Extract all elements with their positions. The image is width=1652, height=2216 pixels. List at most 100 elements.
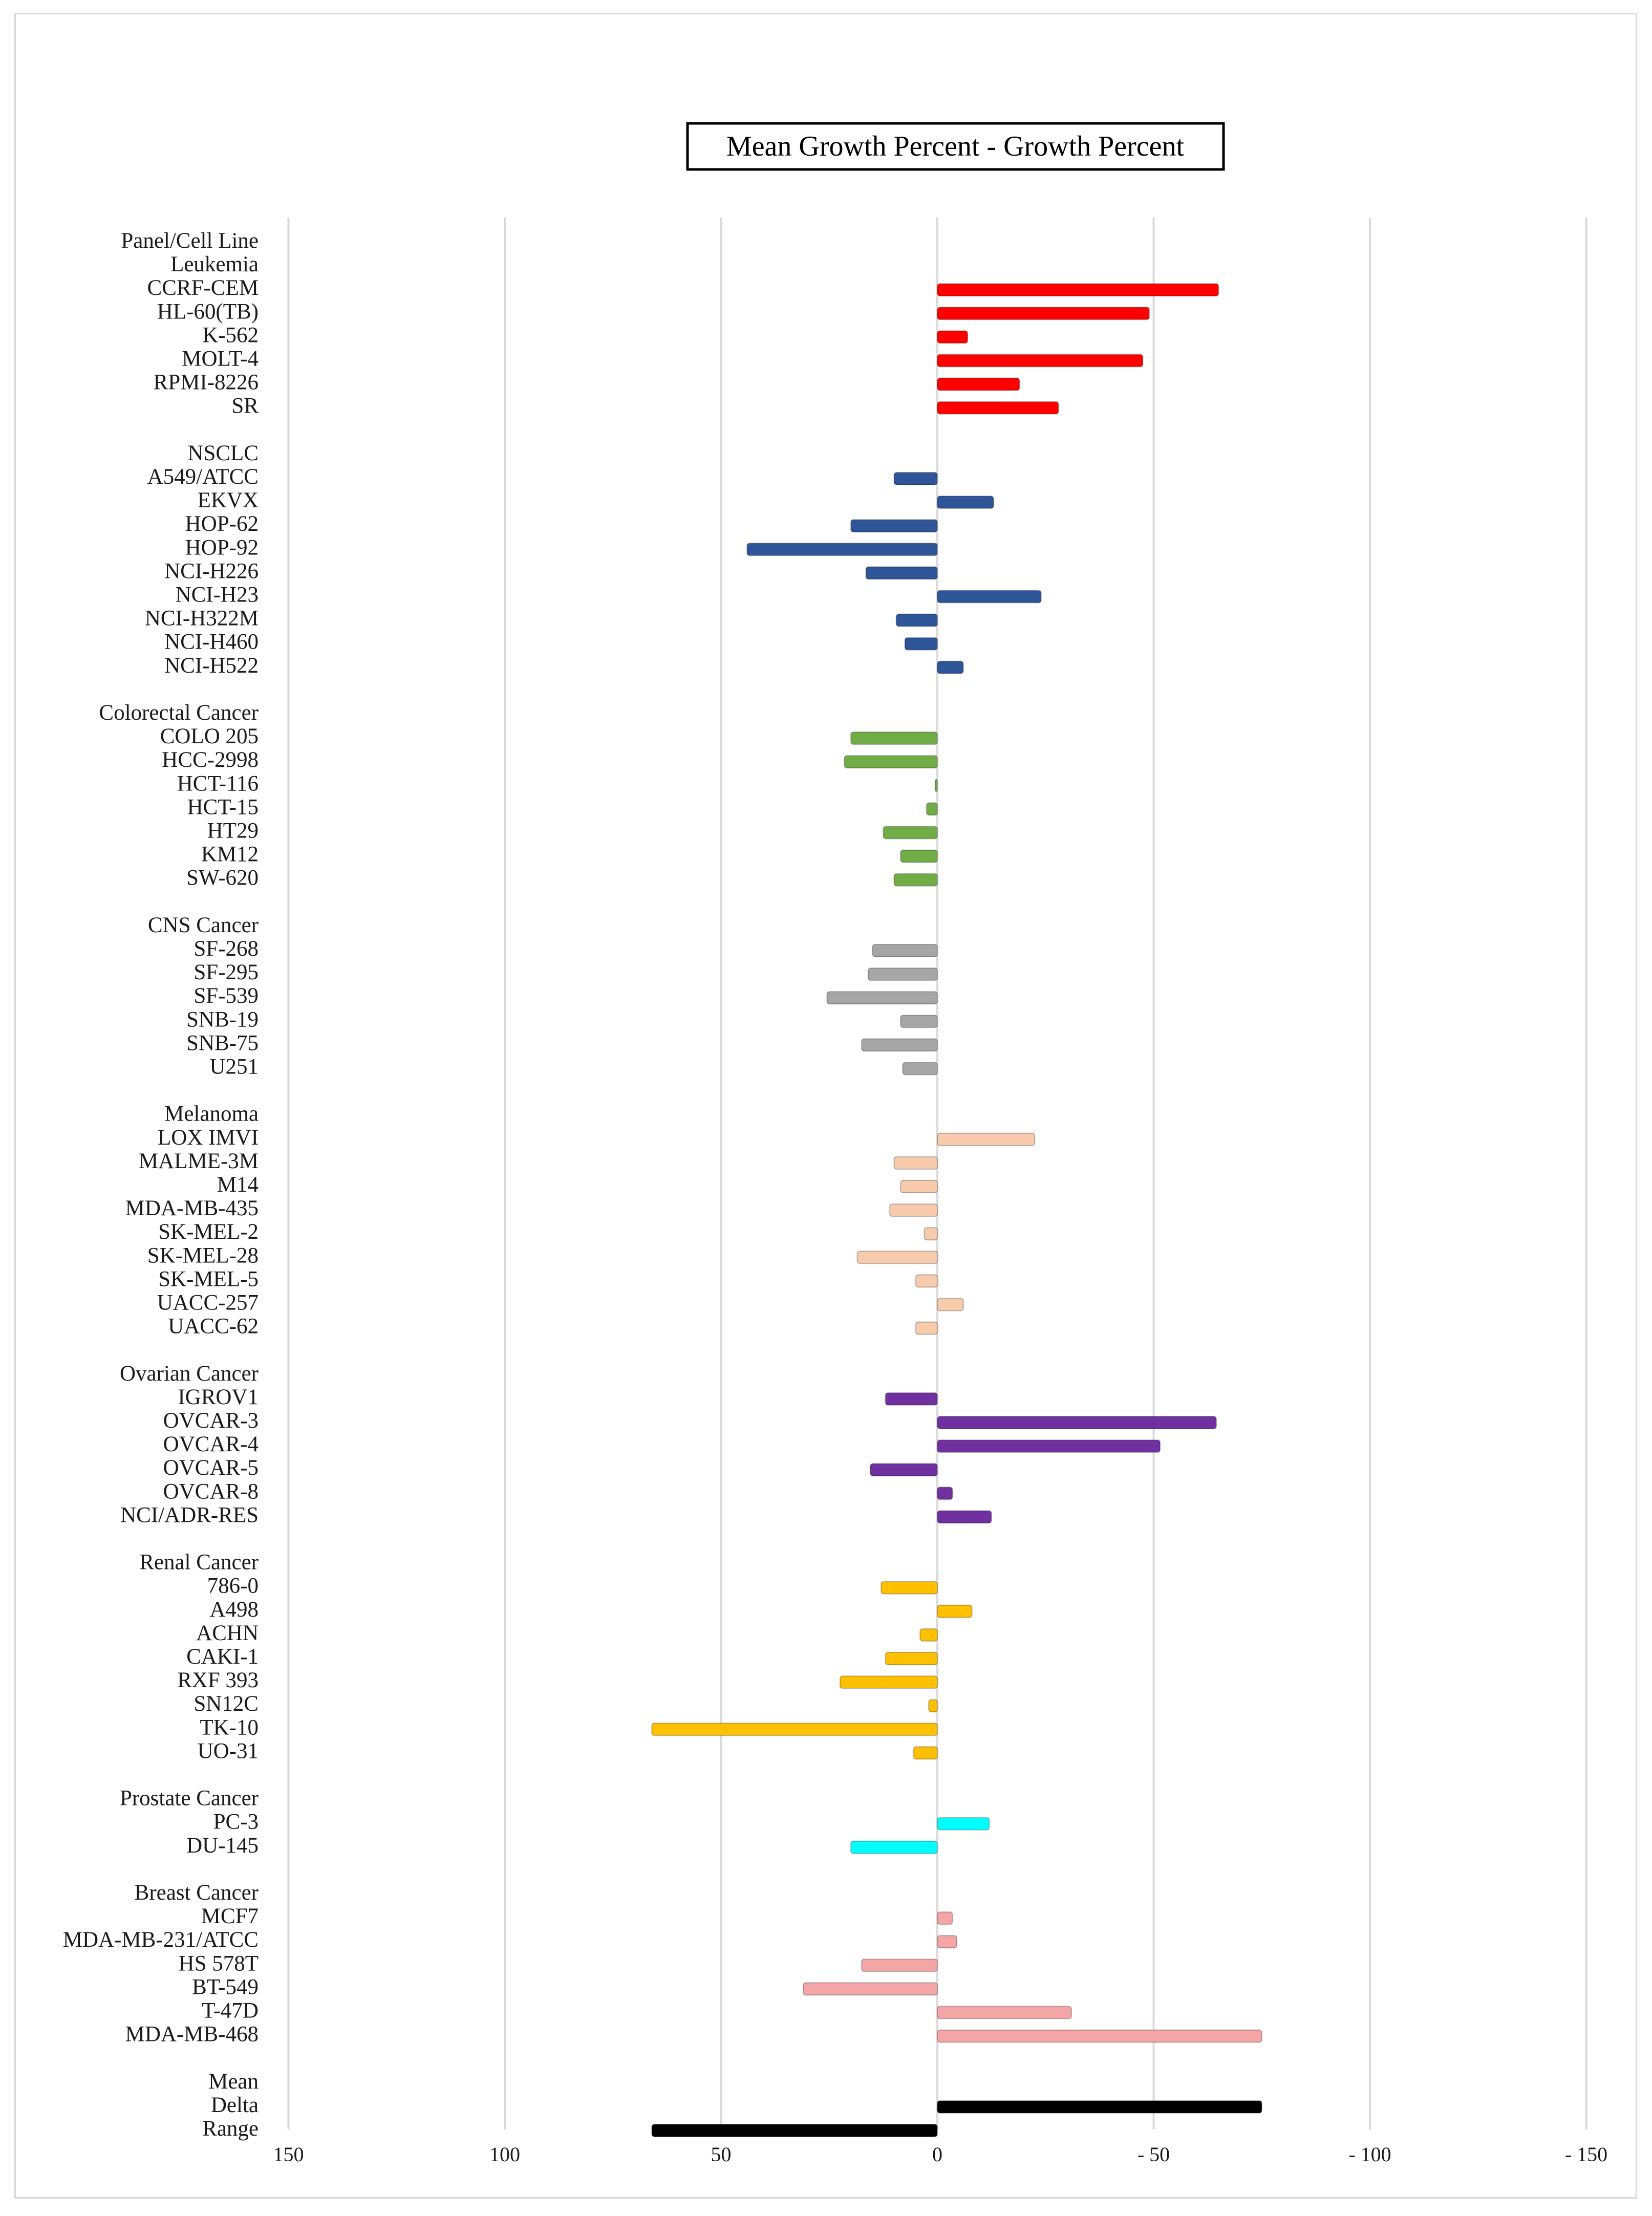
cell-line-label: NCI-H23 xyxy=(176,583,259,607)
cell-line-label: ACHN xyxy=(196,1621,259,1645)
bar xyxy=(861,1038,938,1052)
cell-line-label: HCT-15 xyxy=(187,795,259,819)
cell-line-label: OVCAR-5 xyxy=(163,1456,259,1480)
title-box xyxy=(686,122,1225,171)
header-label: Panel/Cell Line xyxy=(121,229,259,253)
x-tick-label: - 100 xyxy=(1348,2143,1391,2166)
cell-line-label: SNB-19 xyxy=(186,1007,259,1031)
cell-line-label: SR xyxy=(231,394,259,418)
cell-line-label: HL-60(TB) xyxy=(157,299,259,324)
bar xyxy=(937,590,1042,604)
cell-line-label: SK-MEL-28 xyxy=(147,1243,259,1267)
summary-label: Mean xyxy=(208,2070,259,2094)
bar xyxy=(937,283,1219,297)
bar xyxy=(867,967,938,981)
cell-line-label: A498 xyxy=(209,1598,259,1622)
cell-line-label: MDA-MB-468 xyxy=(125,2023,259,2047)
bar xyxy=(746,543,938,556)
cell-line-label: DU-145 xyxy=(186,1834,259,1858)
bar xyxy=(861,1959,938,1972)
bar xyxy=(889,1203,938,1217)
bar xyxy=(937,660,964,674)
x-tick-label: 50 xyxy=(711,2143,732,2166)
cell-line-label: HS 578T xyxy=(179,1951,259,1975)
cell-line-label: MCF7 xyxy=(201,1904,259,1928)
panel-label: NSCLC xyxy=(187,441,259,465)
bar xyxy=(902,1062,938,1075)
x-tick-label: 150 xyxy=(273,2143,304,2166)
bar xyxy=(893,472,938,485)
bar xyxy=(937,2100,1262,2114)
bar xyxy=(651,2124,938,2137)
bar xyxy=(900,849,938,863)
cell-line-label: SW-620 xyxy=(186,866,259,890)
cell-line-label: SF-268 xyxy=(194,937,259,961)
bar xyxy=(937,401,1059,415)
summary-label: Range xyxy=(202,2117,259,2141)
bar xyxy=(937,1817,990,1831)
title-text: Mean Growth Percent - Growth Percent xyxy=(726,131,1185,162)
bar xyxy=(937,1298,964,1311)
bar xyxy=(915,1274,938,1288)
cell-line-label: OVCAR-8 xyxy=(163,1479,259,1503)
cell-line-label: NCI-H460 xyxy=(164,630,259,654)
bar xyxy=(913,1746,938,1760)
cell-line-label: NCI-H322M xyxy=(145,607,259,631)
bar xyxy=(839,1675,938,1689)
cell-line-label: HOP-62 xyxy=(185,512,259,536)
bar xyxy=(915,1321,938,1335)
bar xyxy=(937,1911,953,1925)
bar xyxy=(856,1251,938,1264)
panel-label: Renal Cancer xyxy=(139,1551,259,1575)
cell-line-label: CAKI-1 xyxy=(186,1645,259,1669)
panel-label: Ovarian Cancer xyxy=(120,1362,259,1386)
bar xyxy=(872,944,938,957)
panel-label: CNS Cancer xyxy=(148,913,259,937)
bar xyxy=(865,566,938,580)
cell-line-label: OVCAR-4 xyxy=(163,1432,259,1456)
cell-line-label: IGROV1 xyxy=(178,1385,259,1409)
summary-label: Delta xyxy=(211,2093,259,2117)
bar xyxy=(937,330,969,344)
cell-line-label: COLO 205 xyxy=(160,724,259,748)
bar xyxy=(885,1392,938,1406)
cell-line-label: MALME-3M xyxy=(139,1149,259,1173)
bar xyxy=(937,2029,1262,2043)
cell-line-label: NCI-H226 xyxy=(164,559,259,583)
panel-label: Prostate Cancer xyxy=(120,1787,259,1811)
bar xyxy=(900,1015,938,1028)
bar xyxy=(883,826,938,840)
bar xyxy=(850,732,938,745)
bar xyxy=(928,1699,938,1713)
bar xyxy=(881,1581,938,1595)
bar xyxy=(893,873,938,887)
cell-line-label: BT-549 xyxy=(192,1975,259,1999)
bar xyxy=(937,1604,973,1618)
x-tick-label: - 150 xyxy=(1565,2143,1607,2166)
bar xyxy=(937,307,1150,320)
cell-line-label: LOX IMVI xyxy=(158,1126,259,1150)
bar xyxy=(826,991,938,1005)
cell-line-label: HCT-116 xyxy=(177,771,259,795)
cell-line-label: UACC-257 xyxy=(157,1291,259,1315)
bar xyxy=(895,613,938,627)
x-tick-label: - 50 xyxy=(1138,2143,1170,2166)
cell-line-label: HOP-92 xyxy=(185,535,259,560)
cell-line-label: RXF 393 xyxy=(177,1668,259,1692)
panel-label: Breast Cancer xyxy=(135,1881,259,1905)
cell-line-label: SK-MEL-5 xyxy=(158,1267,259,1291)
bar xyxy=(850,1840,938,1854)
bar xyxy=(924,1227,938,1241)
x-tick-label: 0 xyxy=(932,2143,942,2166)
bar xyxy=(893,1156,938,1170)
panel-label: Leukemia xyxy=(170,252,259,276)
bar xyxy=(937,1487,953,1500)
cell-line-label: A549/ATCC xyxy=(147,465,259,489)
cell-line-label: MDA-MB-435 xyxy=(125,1196,259,1220)
cell-line-label: HT29 xyxy=(207,819,259,843)
bar xyxy=(937,1510,992,1524)
cell-line-label: HCC-2998 xyxy=(162,748,259,772)
bar xyxy=(885,1652,938,1665)
cell-line-label: MDA-MB-231/ATCC xyxy=(63,1928,259,1952)
bar xyxy=(844,755,938,769)
